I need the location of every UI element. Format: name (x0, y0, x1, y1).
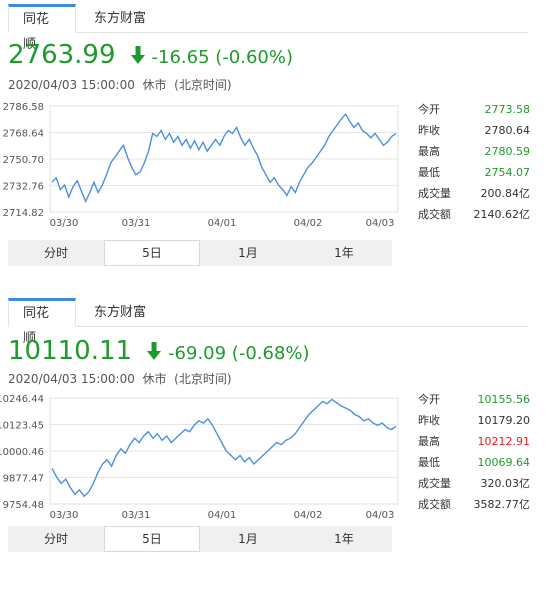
y-tick-label: 2768.64 (3, 129, 44, 140)
x-tick-label: 03/30 (50, 218, 79, 229)
tab-eastmoney[interactable]: 东方财富 (94, 11, 147, 26)
x-tick-label: 04/03 (366, 510, 395, 521)
stat-label: 成交额 (418, 208, 451, 221)
y-tick-label: 9877.47 (3, 474, 44, 485)
x-tick-label: 04/01 (208, 218, 237, 229)
stat-value: 3582.77亿 (473, 498, 531, 511)
stat-value: 10069.64 (477, 456, 531, 469)
price-change: -69.09 (-0.68%) (168, 343, 310, 364)
stat-row: 成交量 200.84亿 (418, 186, 530, 202)
x-tick-label: 03/31 (122, 218, 151, 229)
stat-label: 今开 (418, 393, 440, 406)
stat-value: 200.84亿 (480, 187, 531, 200)
y-tick-label: 2714.82 (3, 208, 44, 219)
period-selector: 分时 5日 1月 1年 (8, 240, 392, 266)
stat-row: 成交量 320.03亿 (418, 476, 530, 492)
x-tick-label: 04/02 (294, 510, 323, 521)
stats-panel: 今开 2773.58 昨收 2780.64 最高 2780.59 最低 2754.07 成交量 2… (418, 102, 530, 222)
stat-label: 成交量 (418, 477, 451, 490)
period-tab[interactable]: 1年 (334, 532, 354, 546)
stat-label: 成交额 (418, 498, 451, 511)
stat-label: 最低 (418, 166, 440, 179)
stat-label: 成交量 (418, 187, 451, 200)
source-tabs: 同花顺 东方财富 (8, 4, 528, 52)
period-tab[interactable]: 1月 (238, 532, 258, 546)
stat-value: 2780.59 (484, 145, 531, 158)
timestamp-line: 2020/04/03 15:00:00 休市 (北京时间) (8, 76, 232, 93)
stat-label: 昨收 (418, 414, 440, 427)
source-tabs: 同花顺 东方财富 (8, 298, 528, 346)
y-tick-label: 9754.48 (3, 500, 44, 511)
x-tick-label: 04/02 (294, 218, 323, 229)
stat-label: 最高 (418, 435, 440, 448)
period-tab[interactable]: 1月 (238, 246, 258, 260)
stat-value: 2754.07 (484, 166, 531, 179)
stat-row: 最低 2754.07 (418, 165, 530, 181)
plot-frame (49, 105, 399, 213)
timestamp: 2020/04/03 15:00:00 (8, 372, 135, 386)
price-row: 10110.11 -69.09 (-0.68%) (8, 336, 310, 366)
x-tick-label: 03/31 (122, 510, 151, 521)
y-tick-label: 10000.46 (0, 447, 44, 458)
y-tick-label: 2786.58 (3, 102, 44, 113)
price-change: -16.65 (-0.60%) (151, 47, 293, 68)
stat-row: 最高 2780.59 (418, 144, 530, 160)
price-series-line (51, 113, 397, 204)
stat-row: 最高 10212.91 (418, 434, 530, 450)
y-tick-label: 2750.70 (3, 155, 44, 166)
timestamp: 2020/04/03 15:00:00 (8, 78, 135, 92)
y-tick-label: 10123.45 (0, 421, 44, 432)
timezone-label: (北京时间) (174, 78, 232, 92)
tab-tonghuashun[interactable]: 同花顺 (8, 298, 76, 346)
down-arrow-icon (147, 342, 162, 360)
price-series-line (51, 398, 397, 498)
x-tick-label: 04/03 (366, 218, 395, 229)
y-tick-label: 10246.44 (0, 394, 44, 405)
current-price: 2763.99 (8, 40, 116, 70)
stat-label: 最高 (418, 145, 440, 158)
stat-label: 最低 (418, 456, 440, 469)
period-tab[interactable]: 5日 (104, 526, 200, 552)
plot-frame (49, 397, 399, 505)
period-tab[interactable]: 分时 (43, 532, 68, 546)
timestamp-line: 2020/04/03 15:00:00 休市 (北京时间) (8, 370, 232, 387)
stat-row: 成交额 2140.62亿 (418, 207, 530, 223)
period-selector: 分时 5日 1月 1年 (8, 526, 392, 552)
market-status: 休市 (142, 372, 167, 386)
index-widget-1: 同花顺 东方财富 2763.99 -16.65 (-0.60%) 2020/04… (0, 4, 552, 274)
stat-value: 10179.20 (477, 414, 531, 427)
stat-row: 最低 10069.64 (418, 455, 530, 471)
stat-row: 今开 10155.56 (418, 392, 530, 408)
x-tick-label: 03/30 (50, 510, 79, 521)
stat-label: 今开 (418, 103, 440, 116)
period-tab[interactable]: 1年 (334, 246, 354, 260)
period-tab[interactable]: 分时 (43, 246, 68, 260)
stat-row: 昨收 10179.20 (418, 413, 530, 429)
stat-value: 2780.64 (484, 124, 531, 137)
stat-value: 10212.91 (477, 435, 531, 448)
y-tick-label: 2732.76 (3, 182, 44, 193)
index-widget-2: 同花顺 东方财富 10110.11 -69.09 (-0.68%) 2020/0… (0, 298, 552, 568)
five-day-line-chart: 2786.58 2768.64 2750.70 2732.76 2714.82 03/30… (3, 102, 399, 229)
stat-value: 2773.58 (484, 103, 531, 116)
market-status: 休市 (142, 78, 167, 92)
five-day-line-chart: 10246.44 10123.45 10000.46 9877.47 9754.48 03… (0, 394, 399, 521)
stat-row: 今开 2773.58 (418, 102, 530, 118)
price-row: 2763.99 -16.65 (-0.60%) (8, 40, 293, 70)
stat-row: 昨收 2780.64 (418, 123, 530, 139)
timezone-label: (北京时间) (174, 372, 232, 386)
tab-tonghuashun[interactable]: 同花顺 (8, 4, 76, 52)
period-tab[interactable]: 5日 (104, 240, 200, 266)
down-arrow-icon (130, 46, 145, 64)
current-price: 10110.11 (8, 336, 133, 366)
stat-value: 320.03亿 (480, 477, 531, 490)
x-tick-label: 04/01 (208, 510, 237, 521)
stat-value: 10155.56 (477, 393, 531, 406)
stat-value: 2140.62亿 (473, 208, 531, 221)
stat-label: 昨收 (418, 124, 440, 137)
stats-panel: 今开 10155.56 昨收 10179.20 最高 10212.91 最低 10069.64… (418, 392, 530, 512)
tab-eastmoney[interactable]: 东方财富 (94, 305, 147, 320)
stat-row: 成交额 3582.77亿 (418, 497, 530, 513)
